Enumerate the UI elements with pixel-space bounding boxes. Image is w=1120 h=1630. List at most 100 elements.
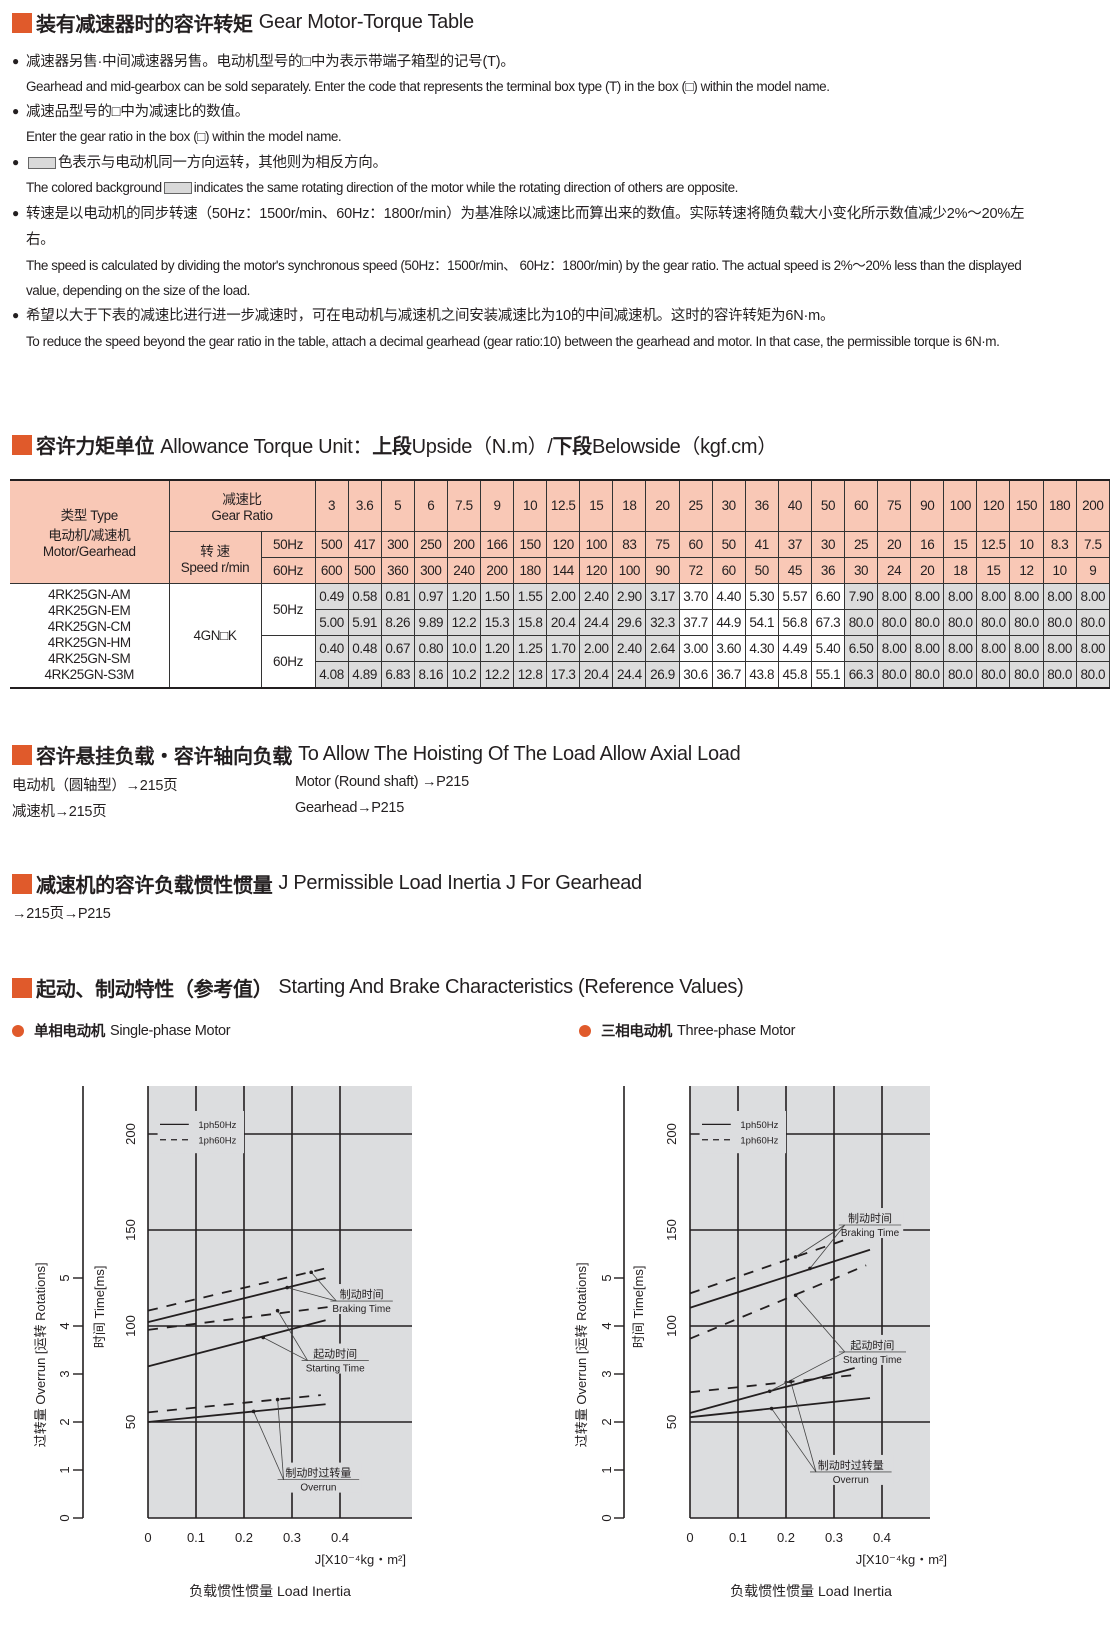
speed-cell: 300 [380, 530, 415, 558]
torque-cell: 80.0 [976, 608, 1011, 636]
annotation-label-cn: 制动时过转量 [285, 1466, 351, 1480]
speed-cell: 12.5 [976, 530, 1011, 558]
torque-cell: 8.00 [1075, 634, 1111, 662]
speed-cell: 417 [347, 530, 382, 558]
x-tick-label: 0.4 [873, 1530, 891, 1545]
torque-cell: 6.83 [380, 660, 415, 688]
three-phase-subtitle: 三相电动机 Three-phase Motor [579, 1020, 796, 1041]
series-starting_time-dashed [147, 1305, 331, 1331]
gear-ratio-cell: 90 [910, 479, 945, 532]
speed-cell: 41 [744, 530, 779, 558]
series-starting_time-solid [689, 1367, 855, 1414]
torque-cell: 15.8 [513, 608, 548, 636]
torque-cell: 24.4 [579, 608, 614, 636]
time-tick-label: 50 [664, 1415, 679, 1429]
x-tick-label: 0.3 [825, 1530, 843, 1545]
gear-ratio-cell: 40 [777, 479, 812, 532]
speed-header: 转 速 Speed r/min [168, 530, 262, 584]
torque-cell: 3.17 [645, 582, 680, 610]
torque-cell: 5.00 [314, 608, 349, 636]
link-motor-en[interactable]: Motor (Round shaft) →P215 [295, 774, 469, 790]
speed-cell: 45 [777, 556, 812, 584]
torque-cell: 80.0 [910, 660, 945, 688]
annotation-leader-line [310, 1271, 337, 1302]
x-axis-label: 负载惯性惯量 Load Inertia [189, 1583, 351, 1599]
type-header-line: 电动机/减速机 [48, 528, 131, 544]
gear-ratio-cell: 3.6 [347, 479, 382, 532]
speed-cell: 60 [711, 556, 746, 584]
torque-cell: 4.40 [711, 582, 746, 610]
table-row: 4.08 4.89 6.83 8.16 10.2 12.2 12.8 17.3 20.4 24.4… [10, 660, 1111, 688]
torque-cell: 8.00 [1009, 634, 1044, 662]
series-overrun-dashed [689, 1373, 860, 1394]
speed-cell: 150 [513, 530, 548, 558]
section-marker-icon [12, 977, 32, 998]
link-gearhead-en[interactable]: Gearhead→P215 [295, 800, 404, 816]
torque-cell: 80.0 [1009, 660, 1044, 688]
x-tick-label: 0.2 [235, 1530, 253, 1545]
overrun-tick-label: 5 [599, 1274, 614, 1281]
note-4-cn: 转速是以电动机的同步转速（50Hz：1500r/min、60Hz：1800r/m… [26, 206, 1025, 222]
link-inertia[interactable]: →215页→P215 [12, 906, 111, 922]
speed-cell: 24 [877, 556, 912, 584]
torque-cell: 7.90 [843, 582, 879, 610]
speed-cell: 20 [877, 530, 912, 558]
annotation-leader-line [769, 1351, 845, 1392]
link-gearhead-cn[interactable]: 减速机→215页 [12, 804, 107, 820]
time-tick-label: 100 [123, 1315, 138, 1337]
gear-ratio-cell: 50 [810, 479, 846, 532]
bullet-dot-icon [12, 1024, 24, 1037]
annotation-background [836, 1334, 908, 1365]
torque-cell: 12.8 [513, 660, 548, 688]
table-row: 4RK25GN-AM 4RK25GN-EM 4RK25GN-CM 4RK25GN-HM… [10, 582, 1111, 688]
torque-cell: 56.8 [777, 608, 812, 636]
speed-header-line: Speed r/min [180, 559, 250, 575]
bullet-icon: ● [12, 308, 20, 322]
x-axis-unit-label: J[X10⁻⁴kg・m²] [315, 1552, 406, 1567]
annotation-leader-line [253, 1411, 284, 1480]
type-header-line: 类型 Type [60, 508, 119, 524]
torque-cell: 1.70 [546, 634, 581, 662]
speed-cell: 600 [314, 556, 349, 584]
gear-ratio-cell: 10 [513, 479, 548, 532]
speed-50hz-row: 转 速 Speed r/min 50Hz 500 417 300 250 200 166 150 1… [10, 530, 1111, 584]
annotation-leader-line [263, 1337, 308, 1361]
torque-cell: 4.30 [744, 634, 779, 662]
overrun-tick-label: 0 [57, 1514, 72, 1521]
gear-ratio-cell: 36 [744, 479, 779, 532]
gear-ratio-cell: 180 [1042, 479, 1077, 532]
overrun-tick-label: 0 [599, 1514, 614, 1521]
torque-cell: 1.55 [513, 582, 548, 610]
link-motor-cn[interactable]: 电动机（圆轴型）→215页 [12, 778, 178, 794]
annotation-leader-line [287, 1287, 337, 1302]
torque-cell: 8.26 [380, 608, 415, 636]
speed-cell: 50 [744, 556, 779, 584]
annotation-label-en: Overrun [833, 1475, 869, 1486]
torque-cell: 80.0 [877, 660, 912, 688]
series-braking_time-dashed [689, 1237, 849, 1295]
torque-cell: 12.2 [479, 660, 515, 688]
overrun-tick-label: 1 [57, 1466, 72, 1473]
annotation-label-cn: 制动时间 [848, 1212, 892, 1225]
annotation-background [328, 1284, 395, 1315]
gear-ratio-cell: 6 [413, 479, 448, 532]
annotation-background [808, 1454, 894, 1485]
speed-header-line: 转 速 [200, 543, 230, 559]
bullet-dot-icon [579, 1024, 591, 1037]
speed-cell: 10 [1009, 530, 1044, 558]
speed-cell: 300 [413, 556, 448, 584]
torque-cell: 8.00 [1042, 582, 1077, 610]
gear-ratio-header-line: Gear Ratio [211, 508, 273, 524]
speed-cell: 250 [413, 530, 448, 558]
legend-background [157, 1110, 244, 1154]
annotation-arrow-icon [285, 1285, 290, 1290]
gear-ratio-cell: 75 [877, 479, 912, 532]
time-tick-label: 100 [664, 1315, 679, 1337]
type-header-line: Motor/Gearhead [42, 544, 136, 560]
gear-ratio-cell: 150 [1009, 479, 1044, 532]
overrun-tick-label: 3 [599, 1370, 614, 1377]
note-5-cn: 希望以大于下表的减速比进行进一步减速时，可在电动机与减速机之间安装减速比为10的… [26, 308, 835, 324]
hz-label: 50Hz [260, 582, 316, 636]
inertia-section-title: 减速机的容许负载惯性惯量 J Permissible Load Inertia … [12, 869, 642, 898]
unit-section-title: 容许力矩单位 Allowance Torque Unit： 上段 Upside（… [12, 430, 777, 459]
